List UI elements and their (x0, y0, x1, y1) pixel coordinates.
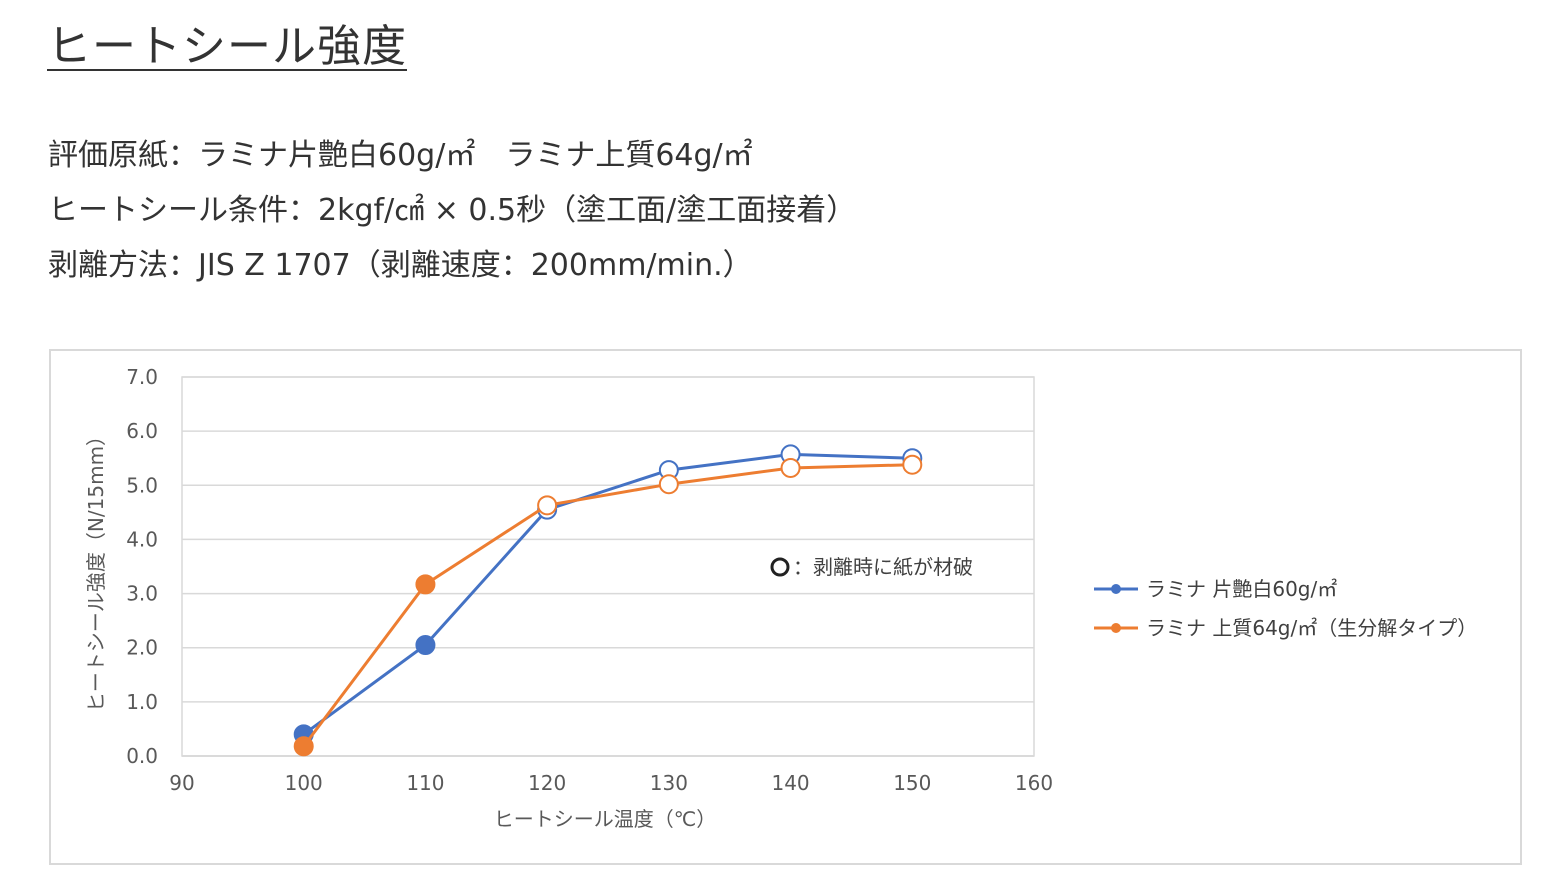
y-axis-ticks: 0.0 1.0 2.0 3.0 4.0 5.0 6.0 7.0 (126, 365, 158, 768)
series-line (302, 452, 913, 736)
x-tick-label: 130 (650, 771, 688, 795)
y-tick-label: 6.0 (126, 419, 158, 443)
x-tick-label: 100 (285, 771, 323, 795)
data-point (537, 495, 558, 516)
series-group (293, 444, 923, 745)
y-tick-label: 0.0 (126, 744, 158, 768)
x-axis-ticks: 90 100 110 120 130 140 150 160 (169, 771, 1053, 795)
chart-grid (181, 376, 1035, 757)
x-tick-label: 140 (771, 771, 809, 795)
x-axis-title: ヒートシール温度（℃） (494, 807, 716, 831)
heat-seal-strength-chart: 0.0 1.0 2.0 3.0 4.0 5.0 6.0 7.0 90 100 110 120 130 1… (84, 365, 1477, 831)
spec-list: 評価原紙：ラミナ片艶白60g/㎡ ラミナ上質64g/㎡ ヒートシール条件：2kg… (48, 128, 856, 293)
series-group (293, 454, 923, 757)
x-tick-label: 150 (893, 771, 931, 795)
y-tick-label: 4.0 (126, 527, 158, 551)
y-tick-label: 5.0 (126, 473, 158, 497)
data-point (293, 736, 314, 757)
y-axis-title: ヒートシール強度（N/15mm） (84, 426, 108, 712)
x-tick-label: 90 (169, 771, 194, 795)
legend-marker (1111, 584, 1121, 594)
data-point (658, 474, 679, 495)
data-point (415, 635, 436, 656)
spec-peel-method: 剥離方法：JIS Z 1707（剥離速度：200mm/min.） (48, 248, 753, 283)
data-point (780, 457, 801, 478)
chart-series (293, 444, 923, 757)
legend-marker (1111, 623, 1121, 633)
legend-label: ラミナ 片艶白60g/㎡ (1146, 577, 1337, 601)
series-line (302, 463, 913, 748)
x-tick-label: 120 (528, 771, 566, 795)
data-point (415, 574, 436, 595)
chart-container: 0.0 1.0 2.0 3.0 4.0 5.0 6.0 7.0 90 100 110 120 130 1… (49, 349, 1522, 865)
y-tick-label: 1.0 (126, 690, 158, 714)
legend-entry: ラミナ 片艶白60g/㎡ (1094, 577, 1337, 601)
legend-label: ラミナ 上質64g/㎡（生分解タイプ） (1146, 616, 1477, 640)
spec-heat-seal-conditions: ヒートシール条件：2kgf/㎠ × 0.5秒（塗工面/塗工面接着） (48, 193, 857, 228)
annotation-hollow-marker (770, 557, 790, 577)
legend-entry: ラミナ 上質64g/㎡（生分解タイプ） (1094, 616, 1477, 640)
x-tick-label: 160 (1015, 771, 1053, 795)
plot-area-frame (181, 376, 1035, 757)
y-tick-label: 2.0 (126, 636, 158, 660)
spec-base-paper: 評価原紙：ラミナ片艶白60g/㎡ ラミナ上質64g/㎡ (48, 138, 753, 173)
data-point (902, 454, 923, 475)
y-tick-label: 3.0 (126, 582, 158, 606)
annotation-text: ：剥離時に紙が材破 (793, 555, 973, 579)
y-tick-label: 7.0 (126, 365, 158, 389)
annotation: ：剥離時に紙が材破 (770, 555, 973, 579)
page-title: ヒートシール強度 (47, 21, 407, 72)
x-tick-label: 110 (406, 771, 444, 795)
